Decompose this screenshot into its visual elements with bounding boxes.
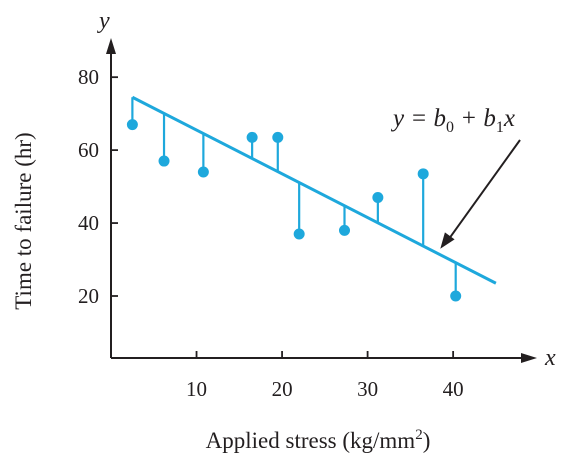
y-tick-label-40: 40 [78, 211, 99, 235]
x-tick-label-40: 40 [443, 377, 464, 401]
data-point-4 [246, 131, 258, 143]
equation-mid: + b [454, 105, 496, 132]
x-axis-title-close: ) [423, 428, 431, 453]
x-axis-title: Applied stress (kg/mm2) [206, 427, 431, 453]
equation-lhs: y = b [390, 105, 446, 132]
data-points [126, 119, 462, 302]
annotation-arrow [440, 139, 521, 249]
data-point-3 [197, 166, 209, 178]
x-axis-arrowhead [521, 353, 537, 363]
y-tick-label-80: 80 [78, 65, 99, 89]
data-point-1 [126, 119, 138, 131]
axes [106, 38, 537, 363]
data-point-5 [272, 131, 284, 143]
y-axis-letter: y [97, 8, 110, 34]
y-axis-title: Time to failure (hr) [11, 132, 36, 309]
data-point-10 [450, 290, 462, 302]
equation-sub0: 0 [446, 119, 454, 136]
equation-sub1: 1 [496, 119, 504, 136]
y-tick-label-60: 60 [78, 138, 99, 162]
data-point-9 [417, 168, 429, 180]
data-point-7 [339, 224, 351, 236]
equation-x: x [503, 105, 515, 132]
data-point-8 [372, 192, 384, 204]
x-tick-label-10: 10 [186, 377, 207, 401]
y-tick-label-20: 20 [78, 284, 99, 308]
arrow-shaft [447, 139, 521, 241]
arrow-head [440, 232, 455, 249]
data-point-2 [158, 155, 170, 167]
equation-annotation: y = b0 + b1x [390, 105, 515, 136]
ticks: 10 20 30 40 20 40 60 80 [78, 65, 464, 401]
x-axis-title-superscript: 2 [415, 427, 423, 443]
x-tick-label-30: 30 [357, 377, 378, 401]
x-axis-title-text: Applied stress (kg/mm [206, 428, 416, 453]
x-tick-label-20: 20 [272, 377, 293, 401]
regression-line [131, 95, 497, 285]
x-axis-letter: x [544, 345, 556, 371]
data-point-6 [293, 228, 305, 240]
y-axis-arrowhead [106, 38, 116, 54]
